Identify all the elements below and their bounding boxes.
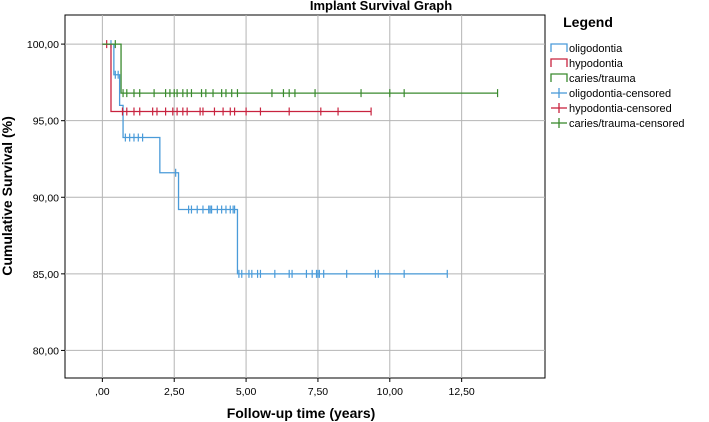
legend-label-hypodontia: hypodontia — [569, 58, 624, 70]
legend-swatch-caries-trauma — [550, 73, 568, 82]
x-tick-label: 2,50 — [164, 386, 185, 398]
y-tick-label: 95,00 — [33, 116, 59, 128]
chart-title: Implant Survival Graph — [310, 0, 452, 13]
x-tick-label: 12,50 — [449, 386, 475, 398]
x-tick-label: 10,00 — [377, 386, 403, 398]
x-tick-label: 5,00 — [236, 386, 257, 398]
legend-label-oligodontia-censored: oligodontia-censored — [569, 88, 671, 100]
plot-frame — [64, 14, 546, 379]
legend-swatch-oligodontia — [550, 43, 568, 52]
legend-label-caries-trauma-censored: caries/trauma-censored — [569, 118, 685, 130]
y-tick-label: 100,00 — [27, 39, 59, 51]
y-axis-label: Cumulative Survival (%) — [0, 116, 15, 276]
x-tick-label: ,00 — [95, 386, 110, 398]
legend-title: Legend — [563, 14, 613, 30]
plot-area: ,00 2,50 5,00 7,50 10,00 12,50 80,00 85,00 90,00… — [27, 14, 546, 398]
legend-swatch-hypodontia — [550, 58, 568, 67]
x-axis-label: Follow-up time (years) — [227, 405, 376, 421]
y-tick-label: 80,00 — [33, 345, 59, 357]
legend-label-caries-trauma: caries/trauma — [569, 73, 637, 85]
legend-label-hypodontia-censored: hypodontia-censored — [569, 103, 672, 115]
y-tick-label: 85,00 — [33, 269, 59, 281]
caries-trauma-curve — [102, 43, 498, 94]
y-tick-label: 90,00 — [33, 192, 59, 204]
legend: Legend oligodontia hypodontia caries/traum… — [550, 14, 685, 130]
x-tick-label: 7,50 — [308, 386, 329, 398]
legend-label-oligodontia: oligodontia — [569, 43, 623, 55]
